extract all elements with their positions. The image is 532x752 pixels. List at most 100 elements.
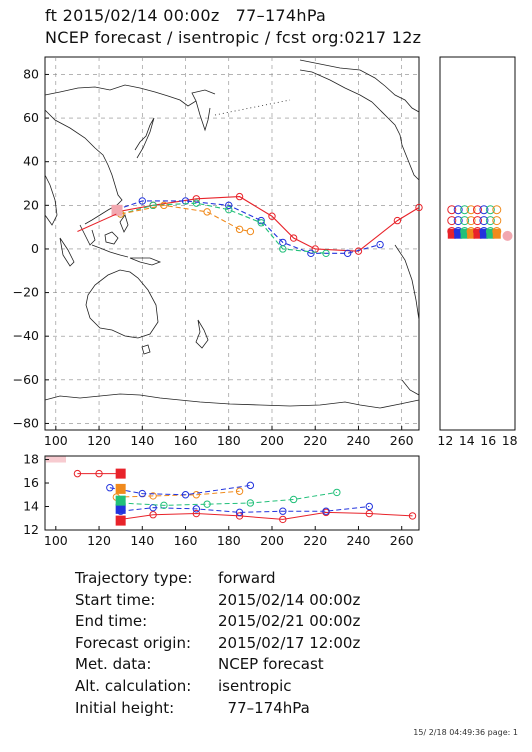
y-tick-label: −20 bbox=[13, 285, 39, 300]
orange-trajectory-point bbox=[160, 201, 168, 210]
bottom-panel: 18 16 14 12 100 120 140 160 180 200 220 240 260 bbox=[23, 452, 420, 545]
info-value: 2015/02/17 12:00z bbox=[218, 633, 361, 652]
bottom-x-tick-label: 240 bbox=[347, 533, 371, 545]
side-marker bbox=[492, 227, 502, 237]
y-tick-label: −60 bbox=[13, 372, 39, 387]
bottom-x-tick-label: 260 bbox=[390, 533, 414, 545]
side-tick-label: 12 bbox=[437, 433, 453, 448]
height-marker bbox=[115, 495, 126, 506]
red-height-point bbox=[149, 511, 157, 519]
y-tick-label: −80 bbox=[13, 415, 39, 430]
blue-height-line bbox=[120, 506, 370, 513]
x-tick-label: 200 bbox=[260, 433, 284, 448]
y-tick-label: 80 bbox=[23, 66, 39, 81]
side-panel: 12 14 16 18 bbox=[437, 56, 518, 448]
blue-trajectory-point bbox=[376, 240, 384, 249]
bottom-x-tick-label: 120 bbox=[87, 533, 111, 545]
orange-height-point bbox=[149, 492, 157, 500]
side-panel-markers bbox=[447, 205, 513, 241]
chart-subtitle: NCEP forecast / isentropic / fcst org:02… bbox=[45, 28, 422, 47]
red-trajectory-point bbox=[289, 234, 298, 242]
y-tick-label: 20 bbox=[23, 197, 39, 212]
blue-height-point bbox=[246, 481, 255, 490]
info-label: Start time: bbox=[75, 590, 156, 609]
side-marker bbox=[460, 205, 470, 215]
orange-height-point bbox=[235, 487, 244, 495]
blue-height-point bbox=[138, 489, 146, 498]
orange-trajectory-point bbox=[246, 227, 255, 236]
green-height-point bbox=[333, 488, 341, 497]
bottom-x-tick-label: 100 bbox=[44, 533, 68, 545]
info-label: Trajectory type: bbox=[75, 569, 193, 587]
red-height-point bbox=[235, 512, 244, 520]
bottom-axis-ticks: 18 16 14 12 100 120 140 160 180 200 220 240 260 bbox=[23, 452, 414, 545]
side-marker bbox=[453, 216, 463, 226]
coastlines bbox=[44, 59, 420, 409]
green-trajectory-point bbox=[322, 249, 330, 258]
side-marker bbox=[447, 205, 457, 215]
blue-height-line bbox=[109, 484, 251, 496]
red-height-point bbox=[192, 509, 201, 518]
blue-trajectory-point bbox=[225, 201, 233, 210]
red-height-point bbox=[365, 509, 373, 518]
x-tick-label: 220 bbox=[303, 433, 327, 448]
side-marker bbox=[454, 228, 463, 239]
green-height-point bbox=[160, 501, 168, 510]
bottom-x-tick-label: 180 bbox=[217, 533, 241, 545]
blue-height-point bbox=[106, 484, 114, 492]
height-marker bbox=[46, 456, 66, 463]
main-map-panel: 100 120 140 160 180 200 220 240 260806040200−20−… bbox=[13, 56, 423, 448]
green-height-point bbox=[289, 495, 298, 504]
info-value: 2015/02/21 00:00z bbox=[218, 612, 361, 631]
trajectory-plot: 100 120 140 160 180 200 220 240 260806040200−20−… bbox=[13, 56, 518, 545]
blue-trajectory-point bbox=[138, 197, 146, 205]
red-trajectory-point bbox=[415, 203, 423, 212]
origin-cluster bbox=[111, 204, 123, 216]
info-value: isentropic bbox=[218, 677, 292, 695]
side-marker bbox=[466, 216, 476, 226]
blue-height-point bbox=[279, 507, 287, 515]
green-height-line bbox=[120, 491, 337, 506]
page-footer: 15/ 2/18 04:49:36 page: 1 bbox=[413, 728, 518, 737]
side-marker bbox=[473, 216, 482, 226]
red-trajectory-point bbox=[393, 216, 402, 225]
green-trajectory-point bbox=[279, 245, 287, 253]
origin-ray bbox=[77, 213, 117, 232]
info-value: NCEP forecast bbox=[218, 655, 324, 674]
x-tick-label: 100 bbox=[44, 433, 68, 448]
blue-height-point bbox=[235, 508, 244, 517]
info-value: 2015/02/14 00:00z bbox=[218, 590, 361, 609]
side-axis-ticks: 12 14 16 18 bbox=[437, 433, 517, 448]
side-marker bbox=[492, 228, 501, 239]
side-marker bbox=[479, 228, 488, 239]
bottom-y-tick-label: 18 bbox=[23, 452, 39, 467]
side-marker bbox=[447, 228, 456, 239]
x-tick-label: 180 bbox=[217, 433, 241, 448]
blue-height-point bbox=[181, 491, 190, 499]
green-trajectory-point bbox=[192, 199, 201, 207]
blue-trajectory bbox=[116, 200, 381, 254]
side-marker bbox=[447, 216, 457, 226]
bottom-y-tick-label: 16 bbox=[23, 475, 39, 490]
side-tick-label: 14 bbox=[459, 433, 475, 448]
x-tick-label: 160 bbox=[174, 433, 198, 448]
side-marker bbox=[466, 205, 476, 215]
info-value: forward bbox=[218, 569, 276, 587]
side-marker bbox=[460, 228, 469, 239]
blue-height-point bbox=[365, 502, 373, 511]
side-marker bbox=[467, 228, 476, 239]
red-trajectory-point bbox=[235, 192, 244, 201]
side-marker bbox=[492, 205, 502, 215]
bottom-x-tick-label: 160 bbox=[174, 533, 198, 545]
green-trajectory-point bbox=[225, 205, 233, 214]
info-label: Alt. calculation: bbox=[75, 677, 192, 695]
blue-trajectory-point bbox=[343, 249, 352, 258]
green-height-point bbox=[246, 499, 255, 507]
side-marker bbox=[473, 205, 482, 215]
orange-trajectory-point bbox=[203, 208, 211, 216]
red-height-point bbox=[73, 469, 82, 478]
green-trajectory bbox=[120, 202, 327, 254]
info-label: End time: bbox=[75, 612, 148, 631]
red-trajectory bbox=[116, 196, 420, 252]
side-marker bbox=[460, 216, 470, 226]
